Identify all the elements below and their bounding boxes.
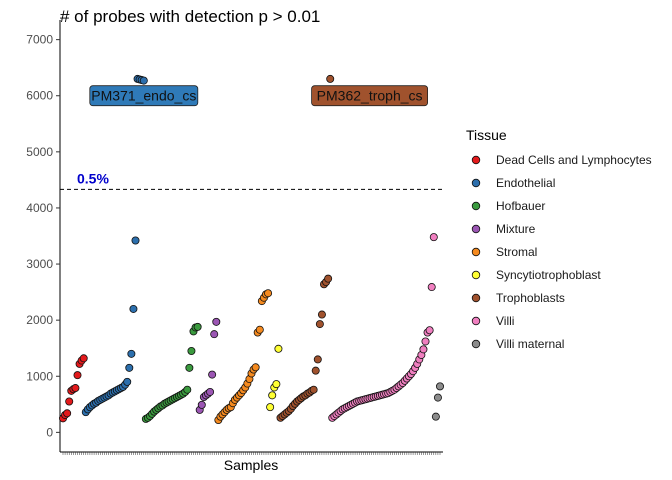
data-point [272, 380, 281, 389]
legend-label: Villi [496, 314, 514, 328]
data-point [274, 344, 283, 353]
data-point [131, 236, 140, 245]
data-point [71, 384, 80, 393]
data-point [433, 393, 442, 402]
data-point [193, 322, 202, 331]
data-point [431, 412, 440, 421]
data-point [185, 363, 194, 372]
legend-marker [471, 316, 481, 326]
y-axis-ticks: 0 1000 2000 3000 4000 5000 6000 7000 [26, 33, 60, 439]
legend-marker [471, 339, 481, 349]
data-point [139, 76, 148, 85]
y-tick-label: 3000 [26, 257, 53, 271]
legend-label: Hofbauer [496, 199, 545, 213]
data-point [427, 283, 436, 292]
data-point [313, 355, 322, 364]
data-point [125, 363, 134, 372]
data-point [212, 317, 221, 326]
x-axis-ticks [62, 452, 441, 455]
legend-label: Trophoblasts [496, 291, 565, 305]
data-point [419, 345, 428, 354]
annotation-labels: PM371_endo_cs PM362_troph_cs [89, 85, 429, 107]
legend-label: Endothelial [496, 176, 555, 190]
data-point [324, 274, 333, 283]
data-point [208, 370, 217, 379]
chart-title: # of probes with detection p > 0.01 [60, 7, 320, 26]
legend-label: Stromal [496, 245, 537, 259]
legend: Tissue Dead Cells and Lymphocytes Endothe… [466, 127, 652, 351]
annotation-box [311, 85, 429, 107]
data-point [197, 400, 206, 409]
data-point [315, 320, 324, 329]
y-tick-label: 5000 [26, 145, 53, 159]
annotation-label: PM371_endo_cs [91, 88, 196, 104]
data-point [266, 403, 275, 412]
legend-label: Villi maternal [496, 337, 564, 351]
threshold-label: 0.5% [77, 170, 109, 186]
data-point [129, 304, 138, 313]
y-tick-label: 1000 [26, 369, 53, 383]
data-point [309, 385, 318, 394]
y-tick-label: 6000 [26, 89, 53, 103]
data-point [311, 366, 320, 375]
data-point [429, 233, 438, 242]
data-point [421, 337, 430, 346]
legend-marker [471, 293, 481, 303]
y-tick-label: 2000 [26, 313, 53, 327]
legend-label: Syncytiotrophoblast [496, 268, 601, 282]
legend-marker [471, 247, 481, 257]
legend-items: Dead Cells and Lymphocytes Endothelial Hof… [471, 153, 652, 351]
y-tick-label: 4000 [26, 201, 53, 215]
legend-title: Tissue [466, 127, 507, 143]
data-point [73, 371, 82, 380]
legend-label: Dead Cells and Lymphocytes [496, 153, 652, 167]
data-point [63, 409, 72, 418]
data-point [264, 289, 273, 298]
x-axis-label: Samples [224, 457, 278, 473]
annotation-box [89, 85, 199, 107]
legend-label: Mixture [496, 222, 536, 236]
legend-marker [471, 224, 481, 234]
data-point [268, 391, 277, 400]
data-point [435, 382, 444, 391]
scatter-points [59, 74, 444, 425]
data-point [206, 387, 215, 396]
legend-marker [471, 155, 481, 165]
legend-marker [471, 201, 481, 211]
data-point [123, 377, 132, 386]
data-point [65, 397, 74, 406]
y-tick-label: 0 [46, 425, 53, 439]
data-point [317, 310, 326, 319]
y-tick-label: 7000 [26, 33, 53, 47]
data-point [251, 363, 260, 372]
data-point [79, 354, 88, 363]
data-point [326, 74, 335, 83]
data-point [183, 385, 192, 394]
legend-marker [471, 178, 481, 188]
legend-marker [471, 270, 481, 280]
data-point [425, 326, 434, 335]
data-point [210, 330, 219, 339]
data-point [127, 349, 136, 358]
data-point [255, 325, 264, 334]
annotation-label: PM362_troph_cs [317, 88, 423, 104]
data-point [187, 347, 196, 356]
